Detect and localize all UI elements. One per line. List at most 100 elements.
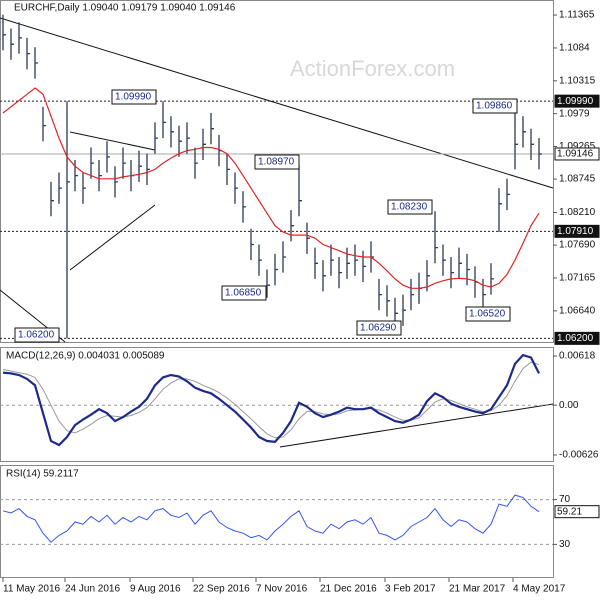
price-bar	[322, 260, 326, 292]
price-bar	[98, 160, 102, 192]
trend-line	[279, 403, 554, 448]
trend-lines	[0, 17, 554, 448]
price-bar	[122, 147, 126, 179]
price-bar	[26, 37, 30, 70]
y-tick-label: 1.07690	[559, 240, 596, 251]
price-bar	[402, 294, 406, 326]
price-bar	[314, 247, 318, 279]
level-box	[554, 331, 600, 345]
annotation-box	[387, 199, 433, 215]
line	[2, 494, 540, 543]
price-bar	[266, 269, 270, 298]
annotation: 1.08230	[391, 202, 428, 213]
price-bar	[450, 257, 454, 289]
price-bar	[298, 165, 302, 217]
y-tick-label: 0.00	[559, 400, 579, 411]
price-bar	[106, 141, 110, 173]
price-bar	[410, 278, 414, 311]
price-bar	[378, 278, 382, 311]
macd-title: MACD(12,26,9) 0.004031 0.005089	[6, 351, 165, 362]
price-bar	[354, 244, 358, 276]
annotation: 1.09990	[115, 92, 152, 103]
price-bar	[498, 188, 502, 232]
price-bar	[290, 210, 294, 242]
y-tick-label: 1.07165	[559, 273, 596, 284]
line	[2, 361, 540, 439]
y-tick-label: 1.11365	[559, 10, 595, 21]
y-tick-label: 1.0979	[559, 108, 590, 119]
price-bar	[90, 147, 94, 179]
price-bar	[274, 253, 278, 286]
rsi-panel	[0, 465, 554, 578]
level-label: 59.21	[557, 506, 582, 517]
annotation-box	[254, 154, 300, 170]
annotation: 1.09860	[476, 101, 513, 112]
x-tick-label: 24 Jun 2016	[65, 584, 120, 595]
trend-line	[69, 131, 156, 151]
price-bar	[74, 160, 78, 192]
level-box	[554, 505, 600, 519]
annotation-box	[14, 327, 60, 343]
price-bar	[338, 257, 342, 289]
watermark: ActionForex.com	[290, 56, 455, 81]
x-tick-label: 21 Mar 2017	[449, 584, 506, 595]
y-tick-label: 70	[559, 494, 571, 505]
price-bar	[162, 101, 166, 139]
x-tick-label: 11 May 2016	[3, 584, 61, 595]
trend-line	[69, 204, 156, 271]
price-bar	[346, 247, 350, 279]
macd-panel	[0, 347, 554, 462]
price-bar	[186, 122, 190, 154]
price-bar	[362, 250, 366, 282]
line	[2, 87, 540, 289]
price-bar	[490, 263, 494, 295]
price-bar	[226, 153, 230, 185]
y-tick-label: 1.06640	[559, 305, 596, 316]
price-bar	[2, 14, 6, 51]
price-bar	[434, 211, 438, 264]
price-bar	[154, 122, 158, 154]
price-bar	[458, 247, 462, 279]
price-bar	[202, 128, 206, 160]
price-bar	[466, 253, 470, 286]
price-panel	[0, 0, 554, 343]
price-bar	[538, 138, 542, 170]
y-tick-label: 1.09265	[559, 141, 596, 152]
price-bar	[386, 285, 390, 317]
price-bar	[50, 181, 54, 217]
x-tick-label: 9 Aug 2016	[130, 584, 181, 595]
price-bar	[114, 166, 118, 198]
annotation-box	[465, 306, 511, 322]
trend-line	[0, 17, 554, 189]
price-bar	[146, 153, 150, 185]
annotation-box	[111, 89, 157, 105]
annotation: 1.06200	[18, 330, 55, 341]
price-bar	[330, 244, 334, 276]
price-bar	[514, 109, 518, 170]
price-bar	[210, 113, 214, 145]
chart-title: EURCHF,Daily 1.09040 1.09179 1.09040 1.0…	[14, 3, 236, 14]
price-bar	[282, 241, 286, 273]
price-bar	[522, 116, 526, 148]
y-tick-label: -0.00626	[559, 450, 599, 461]
level-label: 1.09990	[557, 96, 594, 107]
x-tick-label: 22 Sep 2016	[193, 584, 250, 595]
price-bar	[82, 172, 86, 204]
price-bar	[34, 47, 38, 79]
level-label: 1.09146	[557, 149, 594, 160]
price-bar	[18, 22, 22, 54]
price-bar	[530, 128, 534, 160]
price-bar	[170, 116, 174, 148]
annotation-box	[221, 285, 267, 301]
y-tick-label: 0.00618	[559, 351, 596, 362]
line	[2, 353, 540, 447]
annotation-box	[472, 98, 518, 114]
level-box	[554, 147, 600, 161]
price-bar	[442, 244, 446, 276]
level-label: 1.07910	[557, 226, 594, 237]
level-label: 1.06200	[557, 333, 594, 344]
annotation: 1.08970	[258, 157, 295, 168]
price-bar	[178, 125, 182, 157]
y-tick-label: 1.08745	[559, 174, 596, 185]
price-bar	[234, 172, 238, 204]
